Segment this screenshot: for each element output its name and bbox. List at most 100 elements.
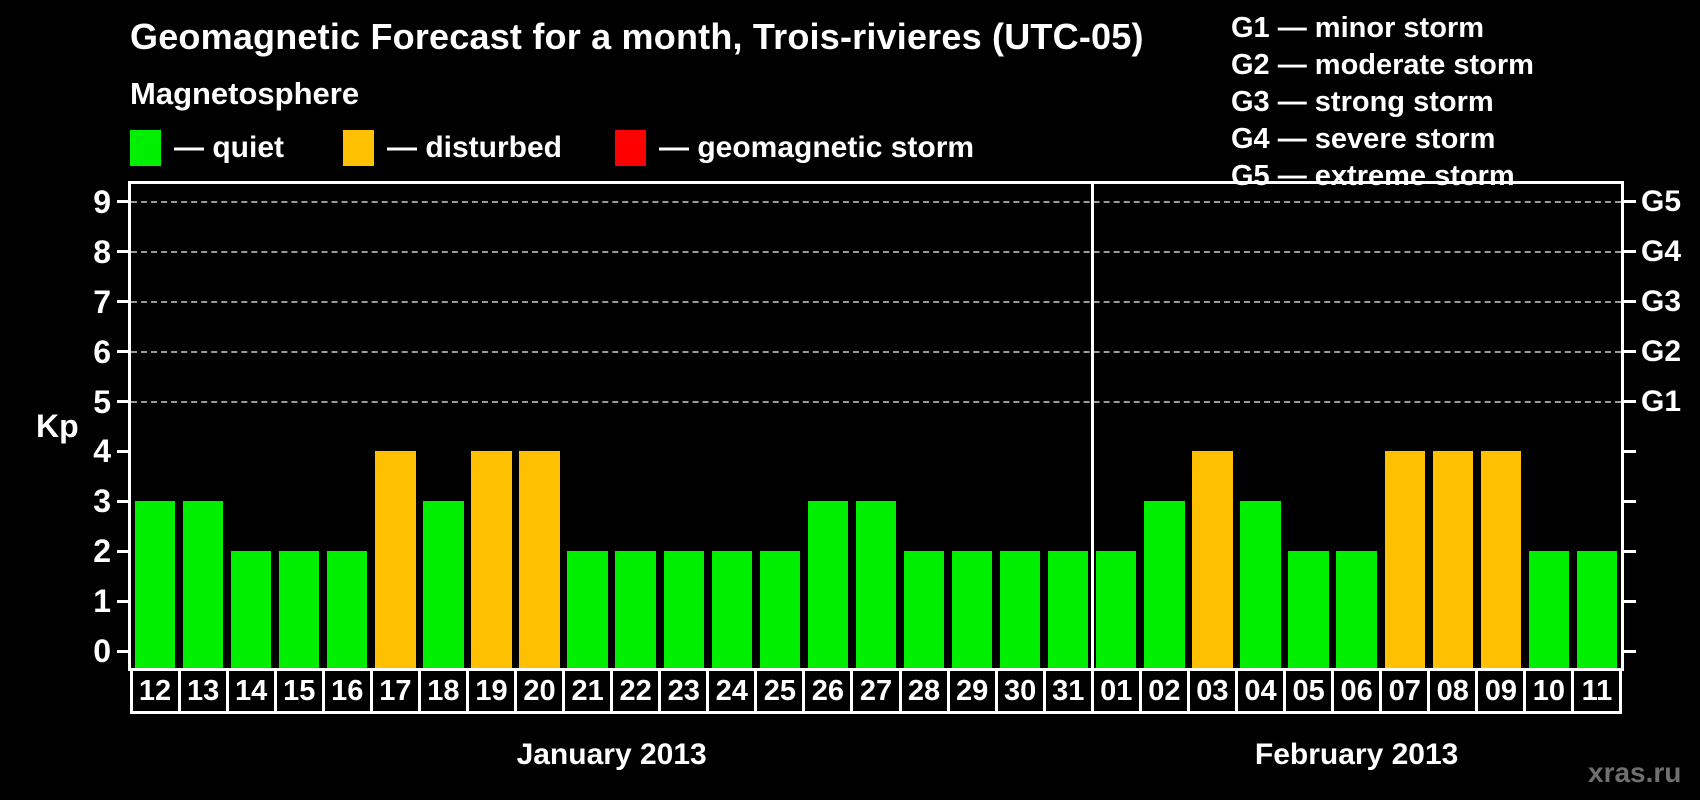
kp-bar-day-16 <box>327 551 368 668</box>
quiet-color-swatch <box>130 130 161 166</box>
storm-scale-legend: G1 — minor storm G2 — moderate storm G3 … <box>1231 10 1534 195</box>
left-tick-8 <box>117 250 128 254</box>
chart-title: Geomagnetic Forecast for a month, Trois-… <box>130 16 1144 57</box>
left-tick-4 <box>117 449 128 453</box>
kp-bar-day-20 <box>519 451 560 668</box>
right-tick-0 <box>1624 649 1636 653</box>
day-cell-24: 24 <box>706 668 758 714</box>
geomagnetic-storm-color-swatch <box>615 130 646 166</box>
month-label-january-2013: January 2013 <box>516 738 707 771</box>
kp-bar-day-26 <box>807 501 849 668</box>
kp-bar-day-02 <box>1144 501 1185 668</box>
right-tick-6 <box>1624 350 1636 354</box>
gridline-kp-5 <box>131 400 1621 403</box>
day-cell-16: 16 <box>321 668 373 714</box>
left-tick-3 <box>117 499 128 503</box>
kp-bar-day-06 <box>1336 551 1377 668</box>
right-tick-8 <box>1624 250 1636 254</box>
kp-bar-day-08 <box>1432 451 1473 668</box>
day-cell-06: 06 <box>1331 668 1383 714</box>
storm-scale-g3: G3 — strong storm <box>1231 86 1494 118</box>
legend-item-disturbed: — disturbed <box>343 130 562 166</box>
y-tick-label-1: 1 <box>93 583 111 620</box>
left-tick-2 <box>117 549 128 553</box>
kp-bar-day-01 <box>1096 551 1137 668</box>
kp-bar-day-17 <box>375 451 416 668</box>
kp-bar-day-28 <box>903 551 945 668</box>
month-separator <box>1090 184 1094 668</box>
kp-bar-day-19 <box>471 451 512 668</box>
day-cell-11: 11 <box>1571 668 1623 714</box>
legend-label-geomagnetic-storm: — geomagnetic storm <box>659 131 975 164</box>
day-cell-23: 23 <box>658 668 710 714</box>
legend-label-disturbed: — disturbed <box>387 131 563 164</box>
kp-bar-day-10 <box>1528 551 1570 668</box>
left-tick-0 <box>117 649 128 653</box>
kp-bar-day-21 <box>567 551 608 668</box>
y-tick-label-8: 8 <box>93 233 111 270</box>
kp-bar-day-22 <box>615 551 656 668</box>
storm-scale-g1: G1 — minor storm <box>1231 12 1484 44</box>
gridline-kp-7 <box>131 300 1621 303</box>
y-tick-label-0: 0 <box>93 633 111 669</box>
right-axis-label-g4: G4 <box>1641 234 1682 268</box>
left-tick-9 <box>117 200 128 204</box>
right-axis-label-g2: G2 <box>1641 334 1682 368</box>
kp-bar-day-23 <box>663 551 704 668</box>
day-cell-12: 12 <box>129 668 181 714</box>
kp-bar-day-11 <box>1576 551 1618 668</box>
left-tick-1 <box>117 599 128 603</box>
kp-bar-day-05 <box>1288 551 1329 668</box>
storm-scale-g5: G5 — extreme storm <box>1231 160 1515 192</box>
left-tick-7 <box>117 300 128 304</box>
left-tick-6 <box>117 350 128 354</box>
kp-bar-day-25 <box>759 551 801 668</box>
kp-bar-day-18 <box>423 501 464 668</box>
day-cell-30: 30 <box>994 668 1046 714</box>
day-cell-21: 21 <box>562 668 614 714</box>
gridline-kp-9 <box>131 200 1621 203</box>
kp-bar-day-13 <box>182 501 224 668</box>
kp-bar-day-12 <box>134 501 176 668</box>
kp-bar-day-14 <box>230 551 272 668</box>
day-cell-29: 29 <box>946 668 998 714</box>
y-tick-label-9: 9 <box>93 183 111 220</box>
kp-bar-day-07 <box>1384 451 1425 668</box>
day-cell-09: 09 <box>1475 668 1527 714</box>
kp-bar-day-24 <box>711 551 752 668</box>
watermark: xras.ru <box>1588 757 1682 788</box>
day-cell-04: 04 <box>1234 668 1287 714</box>
right-axis-label-g1: G1 <box>1641 384 1682 418</box>
kp-bar-day-03 <box>1192 451 1233 668</box>
month-label-february-2013: February 2013 <box>1254 738 1459 771</box>
day-cell-05: 05 <box>1283 668 1335 714</box>
right-tick-1 <box>1624 599 1636 603</box>
kp-bar-day-04 <box>1240 501 1281 668</box>
right-tick-3 <box>1624 499 1636 503</box>
day-cell-28: 28 <box>898 668 950 714</box>
day-cell-22: 22 <box>610 668 662 714</box>
right-axis-label-g5: G5 <box>1641 184 1682 218</box>
right-tick-4 <box>1624 449 1636 453</box>
day-cell-15: 15 <box>273 668 325 714</box>
day-cell-02: 02 <box>1138 668 1190 714</box>
storm-scale-g2: G2 — moderate storm <box>1231 49 1534 81</box>
legend-label-quiet: — quiet <box>174 131 284 164</box>
day-cell-27: 27 <box>850 668 902 714</box>
day-cell-13: 13 <box>177 668 229 714</box>
magnetosphere-legend-heading: Magnetosphere <box>130 76 360 111</box>
y-tick-label-6: 6 <box>93 333 111 370</box>
day-cell-03: 03 <box>1186 668 1238 714</box>
right-tick-5 <box>1624 400 1636 404</box>
right-axis-label-g3: G3 <box>1641 284 1682 318</box>
day-cell-26: 26 <box>802 668 854 714</box>
kp-bar-day-29 <box>951 551 993 668</box>
day-cell-20: 20 <box>514 668 566 714</box>
disturbed-color-swatch <box>343 130 374 166</box>
day-cell-14: 14 <box>225 668 277 714</box>
day-cell-10: 10 <box>1523 668 1575 714</box>
kp-bar-day-30 <box>1000 551 1041 668</box>
legend-item-geomagnetic-storm: — geomagnetic storm <box>615 130 974 166</box>
storm-scale-g4: G4 — severe storm <box>1231 123 1496 155</box>
